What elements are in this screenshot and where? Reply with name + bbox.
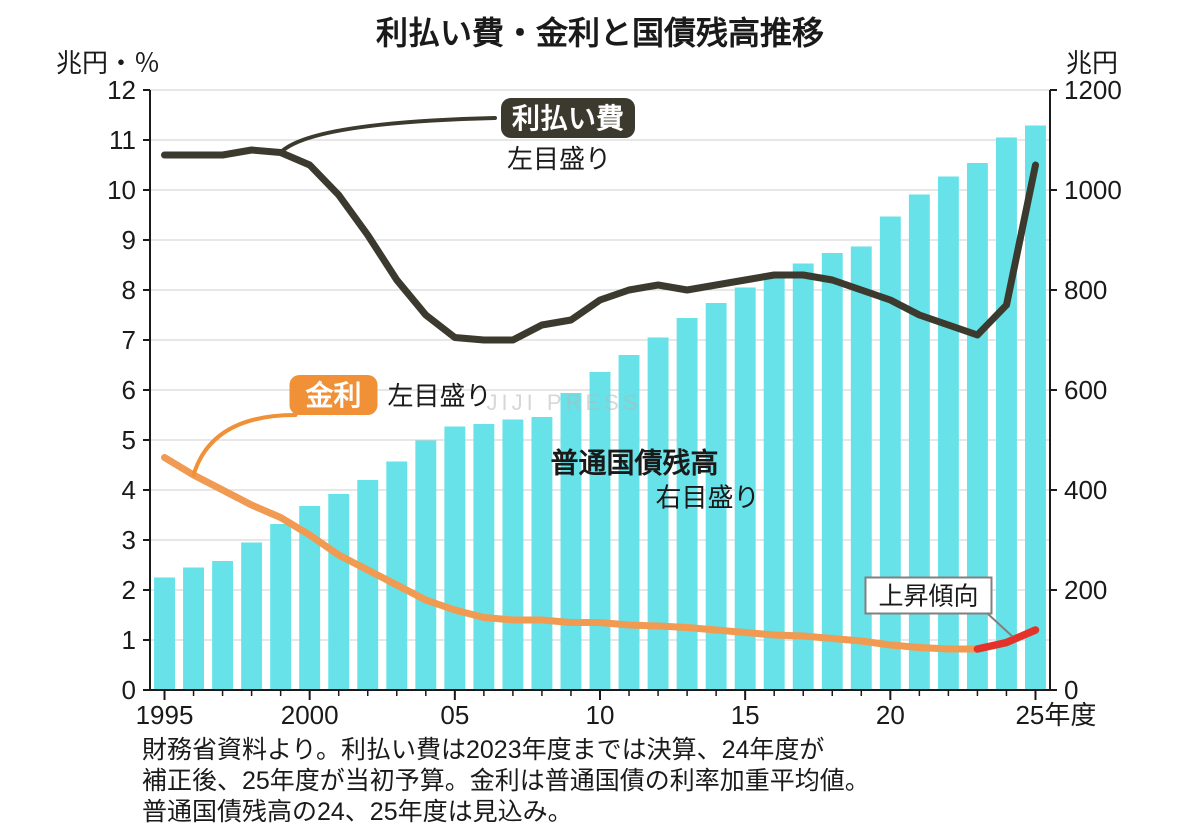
watermark: JIJI PRESS (487, 390, 642, 415)
x-tick-label: 05 (440, 700, 469, 730)
line-interest-cost (165, 150, 1036, 340)
bar (909, 195, 930, 691)
left-axis-unit: 兆円・％ (56, 48, 160, 78)
right-axis-ticks: 020040060080010001200 (1050, 75, 1122, 705)
bar (241, 543, 262, 691)
left-tick-label: 11 (109, 125, 136, 155)
right-tick-label: 600 (1064, 375, 1107, 405)
bar (502, 420, 523, 691)
callout-leader-rate (194, 415, 296, 475)
left-tick-label: 4 (122, 475, 136, 505)
bar (764, 275, 785, 691)
caption-line: 普通国債残高の24、25年度は見込み。 (142, 798, 573, 826)
bar (531, 417, 552, 690)
left-tick-label: 5 (122, 425, 136, 455)
bar (444, 427, 465, 691)
left-tick-label: 10 (107, 175, 136, 205)
right-axis-unit: 兆円 (1066, 48, 1118, 78)
caption-line: 補正後、25年度が当初予算。金利は普通国債の利率加重平均値。 (142, 767, 870, 795)
left-tick-label: 1 (122, 625, 136, 655)
bar (154, 578, 175, 691)
bar (851, 247, 872, 691)
callout-leader-interest-cost (281, 118, 495, 153)
bar (270, 524, 291, 690)
bar (212, 561, 233, 690)
x-axis-ticks: 1995 2000 05 10 15 20 25年度 (136, 690, 1097, 730)
bar (648, 338, 669, 691)
x-tick-label: 25年度 (1015, 700, 1096, 730)
callout-note-interest-cost: 左目盛り (507, 144, 611, 174)
callout-label-interest-cost: 利払い費 (512, 103, 624, 134)
bar (473, 424, 494, 690)
trend-box-label: 上昇傾向 (878, 583, 978, 611)
x-tick-label: 20 (876, 700, 905, 730)
right-tick-label: 200 (1064, 575, 1107, 605)
x-tick-label: 2000 (281, 700, 339, 730)
bar (328, 494, 349, 690)
bar (386, 462, 407, 691)
bar (183, 568, 204, 691)
x-tick-label: 10 (586, 700, 615, 730)
left-tick-label: 0 (122, 675, 136, 705)
label-debt-note: 右目盛り (656, 483, 760, 513)
bar (996, 138, 1017, 691)
right-tick-label: 400 (1064, 475, 1107, 505)
chart-title: 利払い費・金利と国債残高推移 (376, 15, 824, 51)
bar (793, 264, 814, 691)
left-tick-label: 9 (122, 225, 136, 255)
left-tick-label: 6 (122, 375, 136, 405)
bar (561, 393, 582, 690)
right-tick-label: 1200 (1064, 75, 1122, 105)
caption-line: 財務省資料より。利払い費は2023年度までは決算、24年度が (142, 736, 824, 764)
right-tick-label: 1000 (1064, 175, 1122, 205)
bar (880, 217, 901, 691)
left-tick-label: 2 (122, 575, 136, 605)
chart-root: 利払い費・金利と国債残高推移兆円・％兆円01234567891011120200… (0, 0, 1200, 840)
callout-note-rate: 左目盛り (388, 381, 492, 411)
label-debt: 普通国債残高 (551, 448, 719, 479)
x-tick-label: 1995 (136, 700, 194, 730)
bar (415, 441, 436, 691)
bar (822, 253, 843, 690)
left-tick-label: 8 (122, 275, 136, 305)
left-tick-label: 12 (107, 75, 136, 105)
left-tick-label: 3 (122, 525, 136, 555)
left-tick-label: 7 (122, 325, 136, 355)
bar (590, 372, 611, 690)
callout-label-rate: 金利 (304, 379, 361, 411)
left-axis-ticks: 0123456789101112 (107, 75, 150, 705)
bar (357, 480, 378, 690)
right-tick-label: 800 (1064, 275, 1107, 305)
x-tick-label: 15 (731, 700, 760, 730)
